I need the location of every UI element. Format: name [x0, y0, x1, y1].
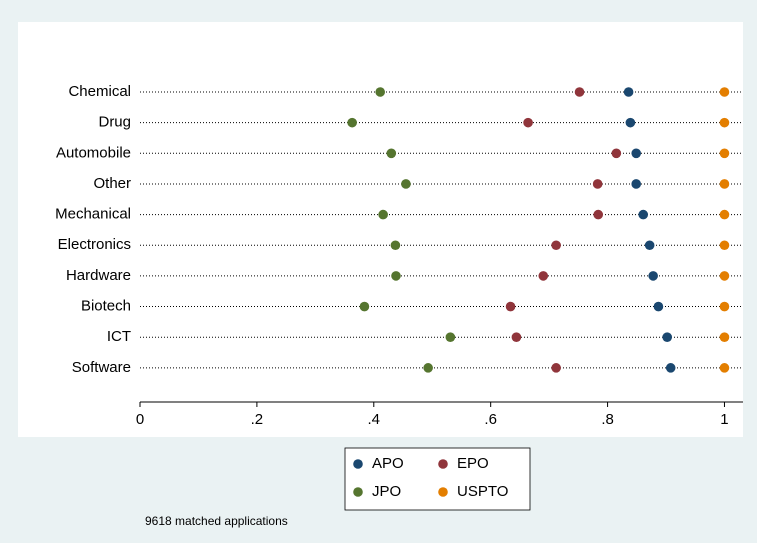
y-tick-label: Other: [93, 175, 131, 192]
dot: [719, 179, 730, 189]
legend-marker: [438, 487, 448, 497]
dot: [375, 87, 386, 97]
dot: [386, 148, 397, 159]
dot: [523, 117, 533, 128]
legend-label: USPTO: [457, 483, 508, 500]
dot: [719, 271, 730, 281]
dot: [390, 240, 401, 251]
legend-marker: [353, 459, 363, 469]
dot: [719, 87, 730, 97]
dot: [538, 271, 549, 281]
dot: [505, 301, 516, 312]
dot: [378, 209, 388, 220]
y-tick-label: Electronics: [58, 236, 131, 253]
legend: [344, 447, 531, 511]
dot: [347, 117, 357, 128]
y-tick-label: Mechanical: [55, 206, 131, 223]
legend-label: EPO: [457, 455, 489, 472]
y-tick-label: Automobile: [56, 144, 131, 161]
dot: [719, 332, 730, 343]
legend-label: JPO: [372, 483, 401, 500]
dot: [625, 117, 636, 128]
x-tick-label: 1: [720, 411, 728, 428]
legend-label: APO: [372, 455, 404, 472]
dot: [391, 271, 401, 281]
note: 9618 matched applications: [145, 514, 288, 528]
dot: [401, 179, 411, 189]
x-tick-label: .8: [601, 411, 614, 428]
x-tick-label: 0: [136, 411, 144, 428]
dot: [665, 363, 676, 373]
dot: [648, 271, 658, 281]
dot: [423, 363, 433, 373]
dot: [593, 209, 604, 220]
dot: [445, 332, 456, 343]
dot: [719, 240, 730, 251]
legend-marker: [353, 487, 363, 497]
y-tick-label: Chemical: [68, 83, 131, 100]
dot: [719, 301, 730, 312]
legend-marker: [438, 459, 448, 469]
x-tick-label: .2: [251, 411, 264, 428]
dot: [662, 332, 672, 343]
dot: [551, 240, 561, 251]
dot: [511, 332, 522, 343]
dot: [551, 363, 561, 373]
y-tick-label: Drug: [98, 114, 131, 131]
dot: [719, 363, 730, 373]
dot: [719, 209, 730, 220]
dot: [574, 87, 585, 97]
dot: [611, 148, 622, 159]
dot: [359, 301, 370, 312]
x-tick-label: .6: [484, 411, 497, 428]
y-tick-label: Software: [72, 359, 131, 376]
dot: [719, 117, 730, 128]
dot: [592, 179, 603, 189]
dot: [653, 301, 664, 312]
x-tick-label: .4: [368, 411, 381, 428]
dot: [631, 179, 642, 189]
dot: [623, 87, 634, 97]
dot: [638, 209, 649, 220]
dot: [631, 148, 642, 159]
dot: [719, 148, 730, 159]
y-tick-label: ICT: [107, 328, 131, 345]
y-tick-label: Biotech: [81, 298, 131, 315]
dot: [644, 240, 655, 251]
y-tick-label: Hardware: [66, 267, 131, 284]
